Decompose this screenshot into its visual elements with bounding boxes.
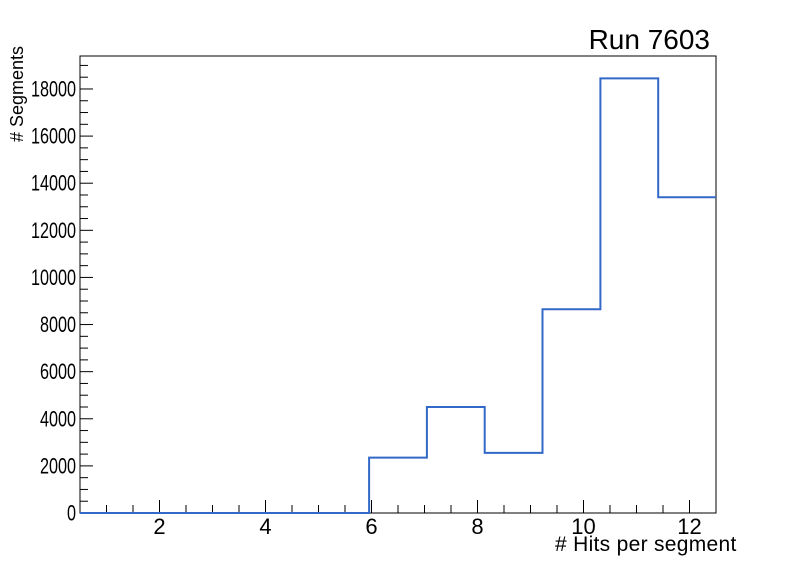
chart-title: Run 7603 bbox=[588, 24, 710, 55]
histogram-line bbox=[80, 77, 716, 514]
y-axis-tick-label: 2000 bbox=[40, 453, 76, 478]
y-axis-tick-label: 0 bbox=[67, 501, 76, 526]
y-axis-ticks: 0 2000 4000 6000 8000 10000 12000 14000 16000 180… bbox=[31, 64, 93, 526]
x-axis-tick-label: 8 bbox=[471, 514, 483, 539]
y-axis-title: # Segments bbox=[7, 45, 27, 142]
x-axis-tick-label: 6 bbox=[365, 514, 377, 539]
x-axis-title: # Hits per segment bbox=[555, 533, 737, 556]
y-axis-tick-label: 4000 bbox=[40, 406, 76, 431]
x-axis-ticks: 2 4 6 8 10 12 bbox=[106, 500, 702, 539]
y-axis-tick-label: 10000 bbox=[31, 265, 76, 290]
plot-frame bbox=[79, 55, 717, 514]
y-axis-tick-label: 14000 bbox=[31, 171, 76, 196]
y-axis-tick-label: 8000 bbox=[40, 312, 76, 337]
y-axis-tick-label: 12000 bbox=[31, 218, 76, 243]
x-axis-tick-label: 4 bbox=[259, 514, 271, 539]
y-axis-tick-label: 18000 bbox=[31, 76, 76, 101]
y-axis-tick-label: 6000 bbox=[40, 359, 76, 384]
y-axis-tick-label: 16000 bbox=[31, 124, 76, 149]
x-axis-tick-label: 2 bbox=[153, 514, 165, 539]
x-axis-tick-label: 10 bbox=[571, 514, 595, 539]
x-axis-tick-label: 12 bbox=[677, 514, 701, 539]
